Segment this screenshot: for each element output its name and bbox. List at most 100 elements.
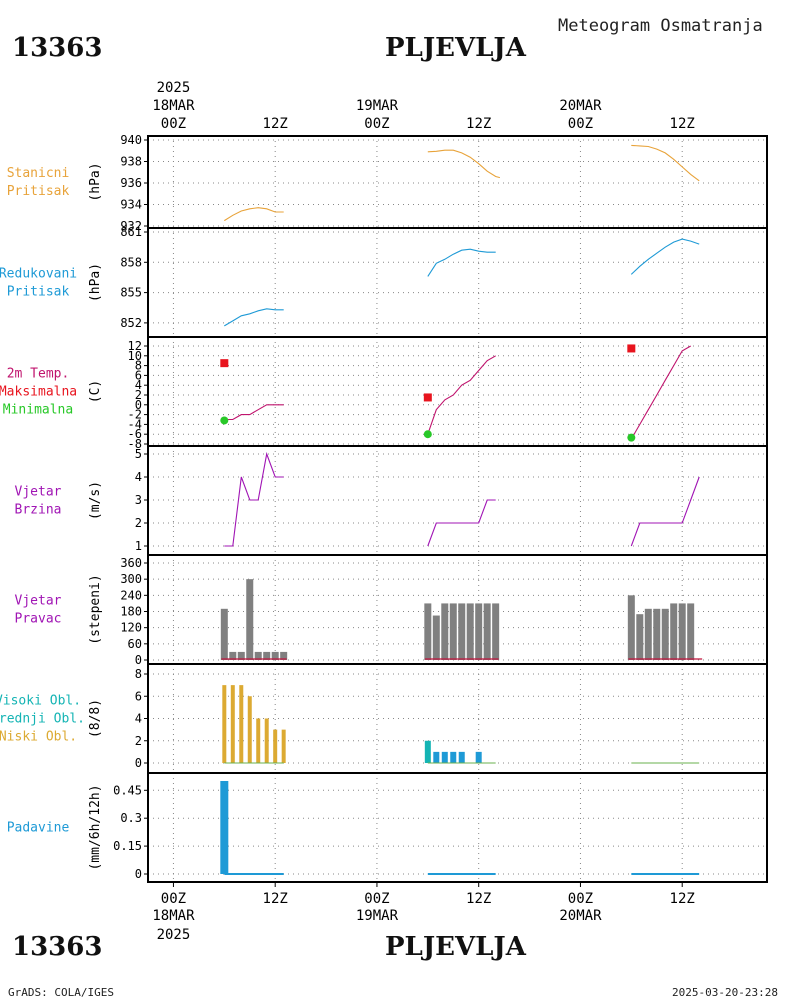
series-line bbox=[630, 476, 700, 547]
y-tick-label: 10 bbox=[128, 349, 142, 363]
series-line bbox=[427, 355, 496, 435]
series-line bbox=[427, 248, 496, 277]
wind-direction-bar bbox=[483, 603, 491, 660]
bottom-hour-label: 12Z bbox=[670, 891, 695, 907]
wind-direction-bar bbox=[475, 603, 483, 660]
panel-label: Maksimalna bbox=[0, 385, 77, 400]
bottom-hour-label: 00Z bbox=[364, 891, 389, 907]
panel-label: Srednji Obl. bbox=[0, 712, 85, 727]
y-tick-label: 240 bbox=[120, 588, 142, 602]
footer-right: 2025-03-20-23:28 bbox=[672, 986, 778, 999]
panel-label: Pritisak bbox=[7, 184, 70, 199]
wind-direction-bar bbox=[237, 651, 245, 660]
bottom-hour-label: 00Z bbox=[161, 891, 186, 907]
y-tick-label: 5 bbox=[135, 447, 142, 461]
panel-label: Redukovani bbox=[0, 267, 77, 282]
y-axis-label: (stepeni) bbox=[88, 574, 103, 644]
wind-direction-bar bbox=[246, 579, 254, 660]
y-axis-label: (m/s) bbox=[88, 481, 103, 520]
panel-frame bbox=[147, 772, 768, 883]
y-tick-label: -8 bbox=[128, 437, 142, 451]
wind-direction-bar bbox=[678, 603, 686, 660]
panel-label: Visoki Obl. bbox=[0, 694, 81, 709]
y-tick-label: 2 bbox=[135, 388, 142, 402]
wind-direction-bar bbox=[661, 608, 669, 660]
wind-direction-bar bbox=[271, 651, 279, 660]
y-tick-label: -2 bbox=[128, 408, 142, 422]
series-line bbox=[224, 404, 284, 421]
wind-direction-bar bbox=[229, 651, 237, 660]
wind-direction-bar bbox=[492, 603, 500, 660]
panel-label: Stanicni bbox=[7, 166, 70, 181]
bottom-date-label: 19MAR bbox=[356, 908, 399, 924]
tmin-marker bbox=[220, 416, 229, 425]
y-tick-label: 858 bbox=[120, 255, 142, 269]
wind-direction-bar bbox=[644, 608, 652, 660]
tmax-marker bbox=[423, 393, 432, 402]
wind-direction-bar bbox=[432, 615, 440, 660]
low-cloud-bar bbox=[239, 685, 244, 763]
y-tick-label: 932 bbox=[120, 219, 142, 233]
y-tick-label: 0.3 bbox=[120, 811, 142, 825]
y-tick-label: 8 bbox=[135, 667, 142, 681]
y-tick-label: 1 bbox=[135, 539, 142, 553]
mid-cloud-bar bbox=[433, 751, 440, 763]
bottom-date-label: 18MAR bbox=[152, 908, 195, 924]
y-tick-label: 936 bbox=[120, 176, 142, 190]
wind-direction-bar bbox=[424, 603, 432, 660]
panel-label: Niski Obl. bbox=[0, 730, 77, 745]
y-axis-label: (C) bbox=[88, 380, 103, 403]
low-cloud-bar bbox=[281, 729, 286, 763]
y-tick-label: 4 bbox=[135, 712, 142, 726]
y-tick-label: 0.45 bbox=[113, 783, 142, 797]
wind-direction-bar bbox=[627, 595, 635, 660]
y-tick-label: -4 bbox=[128, 417, 142, 431]
bottom-year-label: 2025 bbox=[157, 927, 191, 943]
y-tick-label: 6 bbox=[135, 689, 142, 703]
y-tick-label: 3 bbox=[135, 493, 142, 507]
top-date-label: 20MAR bbox=[559, 98, 602, 114]
y-tick-label: 938 bbox=[120, 155, 142, 169]
y-tick-label: 2 bbox=[135, 734, 142, 748]
panel-label: Vjetar bbox=[15, 594, 62, 609]
station-id-bottom: 13363 bbox=[12, 932, 102, 962]
bottom-hour-label: 12Z bbox=[263, 891, 288, 907]
low-cloud-bar bbox=[247, 696, 252, 763]
series-line bbox=[224, 308, 284, 327]
station-name-top: PLJEVLJA bbox=[385, 33, 527, 63]
bottom-date-label: 20MAR bbox=[559, 908, 602, 924]
y-tick-label: 360 bbox=[120, 556, 142, 570]
panel-brzina_vjetra: 1 2 3 4 5 (m/s) Vjetar Brzina bbox=[15, 445, 768, 556]
top-date-label: 19MAR bbox=[356, 98, 399, 114]
top-hour-label: 12Z bbox=[670, 116, 695, 132]
wind-direction-bar bbox=[653, 608, 661, 660]
top-hour-label: 00Z bbox=[161, 116, 186, 132]
panel-label: Minimalna bbox=[3, 403, 73, 418]
product-title: Meteogram Osmatranja bbox=[558, 16, 763, 36]
y-axis-label: (8/8) bbox=[88, 699, 103, 738]
wind-direction-bar bbox=[254, 651, 262, 660]
tmax-marker bbox=[220, 359, 229, 368]
y-tick-label: -6 bbox=[128, 427, 142, 441]
y-tick-label: 934 bbox=[120, 198, 142, 212]
series-line bbox=[630, 238, 700, 275]
tmax-marker bbox=[627, 344, 636, 353]
wind-direction-bar bbox=[220, 608, 228, 660]
panel-label: 2m Temp. bbox=[7, 367, 70, 382]
y-axis-label: (mm/6h/12h) bbox=[88, 784, 103, 870]
y-tick-label: 852 bbox=[120, 316, 142, 330]
y-tick-label: 0 bbox=[135, 756, 142, 770]
tmin-marker bbox=[423, 430, 432, 439]
series-line bbox=[427, 499, 496, 547]
bottom-hour-label: 00Z bbox=[568, 891, 593, 907]
low-cloud-bar bbox=[256, 718, 261, 763]
y-tick-label: 300 bbox=[120, 572, 142, 586]
panel-label: Brzina bbox=[15, 503, 62, 518]
wind-direction-bar bbox=[466, 603, 474, 660]
mid-cloud-bar bbox=[450, 751, 457, 763]
wind-direction-bar bbox=[636, 614, 644, 660]
y-tick-label: 940 bbox=[120, 133, 142, 147]
wind-direction-bar bbox=[687, 603, 695, 660]
